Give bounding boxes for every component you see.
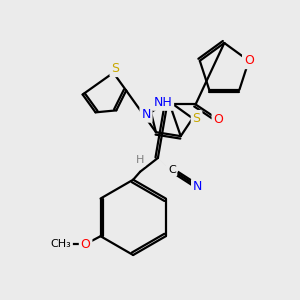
- Text: O: O: [81, 238, 91, 250]
- Text: N: N: [141, 108, 151, 121]
- Text: O: O: [244, 54, 254, 67]
- Text: O: O: [213, 113, 223, 126]
- Text: S: S: [193, 112, 201, 125]
- Text: NH: NH: [154, 96, 172, 109]
- Text: CH₃: CH₃: [50, 239, 71, 249]
- Text: S: S: [111, 62, 119, 75]
- Text: C: C: [168, 165, 176, 175]
- Text: H: H: [136, 155, 144, 165]
- Text: N: N: [193, 180, 202, 193]
